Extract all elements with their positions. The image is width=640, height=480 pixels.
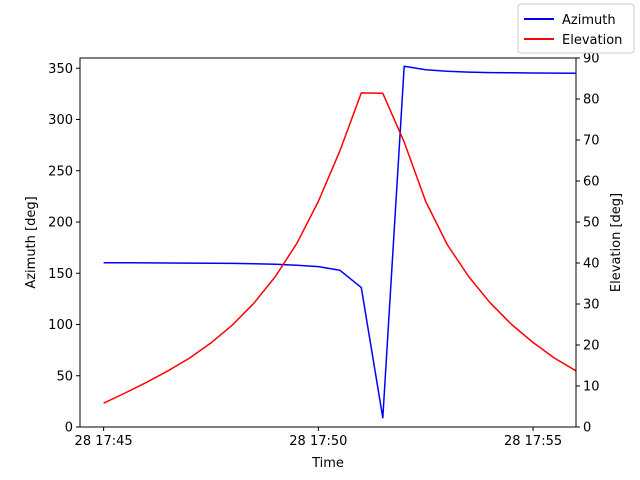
right-tick-label: 0 (583, 421, 591, 436)
right-tick-label: 90 (583, 52, 600, 67)
series-line-azimuth (104, 66, 576, 418)
right-tick-label: 30 (583, 298, 600, 313)
x-tick-label: 28 17:50 (289, 434, 347, 449)
left-axis: 0 50 100 150 200 250 300 350 (48, 62, 80, 436)
right-tick-label: 40 (583, 257, 600, 272)
x-tick-label: 28 17:45 (75, 434, 133, 449)
right-tick-label: 60 (583, 175, 600, 190)
left-tick-label: 50 (56, 369, 73, 384)
legend-elevation-label: Elevation (562, 33, 622, 48)
left-tick-label: 0 (65, 421, 73, 436)
plot-frame (80, 58, 576, 427)
legend-azimuth-label: Azimuth (562, 13, 616, 28)
right-tick-label: 80 (583, 93, 600, 108)
series-line-elevation (104, 93, 576, 403)
x-axis-label: Time (311, 456, 344, 471)
left-tick-label: 300 (48, 113, 73, 128)
left-axis-label: Azimuth [deg] (24, 196, 39, 288)
x-tick-label: 28 17:55 (504, 434, 562, 449)
left-tick-label: 100 (48, 318, 73, 333)
right-axis-label: Elevation [deg] (609, 193, 624, 292)
right-tick-label: 10 (583, 380, 600, 395)
left-tick-label: 200 (48, 216, 73, 231)
right-tick-label: 70 (583, 134, 600, 149)
left-tick-label: 250 (48, 164, 73, 179)
right-tick-label: 20 (583, 339, 600, 354)
plot-lines (104, 66, 576, 418)
right-axis: 0 10 20 30 40 50 60 70 80 90 (576, 52, 600, 436)
x-axis: 28 17:45 28 17:50 28 17:55 (75, 427, 563, 449)
legend: Azimuth Elevation (518, 4, 634, 53)
right-tick-label: 50 (583, 216, 600, 231)
left-tick-label: 350 (48, 62, 73, 77)
left-tick-label: 150 (48, 267, 73, 282)
